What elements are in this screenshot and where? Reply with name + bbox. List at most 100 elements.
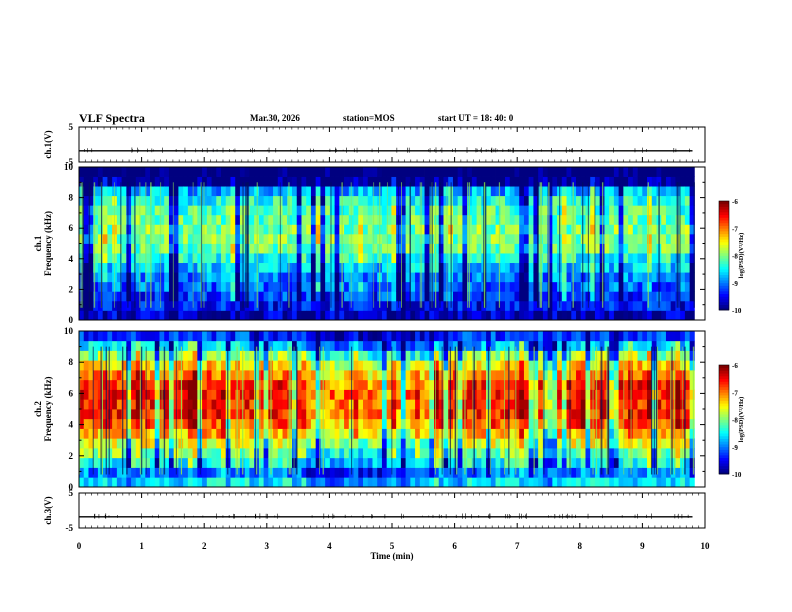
spectrogram-cell (561, 360, 567, 371)
spectrogram-cell (287, 214, 293, 225)
spectrogram-cell (585, 399, 591, 410)
spectrogram-cell (514, 438, 520, 449)
spectrogram-cell (609, 205, 615, 216)
spectrogram-cell (628, 214, 634, 225)
spectrogram-cell (547, 243, 553, 254)
spectrogram-cell (202, 205, 208, 216)
spectrogram-cell (481, 331, 487, 342)
spectrogram-cell (154, 186, 160, 197)
spectrogram-cell (353, 186, 359, 197)
spectrogram-cell (107, 399, 113, 410)
spectrogram-cell (344, 214, 350, 225)
spectrogram-cell (533, 310, 539, 321)
spectrogram-cell (97, 360, 104, 371)
spectrogram-cell (462, 205, 468, 216)
spectrogram-cell (561, 310, 567, 321)
spectrogram-cell (306, 438, 312, 449)
spectrogram-cell (670, 186, 676, 197)
spectrogram-cell (576, 457, 582, 468)
spectrogram-cell (230, 205, 236, 216)
spectrogram-cell (538, 340, 544, 351)
spectrogram-cell (490, 214, 496, 225)
spectrogram-cell (438, 224, 444, 235)
spectrogram-cell (419, 370, 425, 381)
spectrogram-cell (216, 176, 222, 187)
spectrogram-cell (192, 167, 198, 177)
spectrogram-cell (372, 331, 378, 342)
spectrogram-cell (339, 310, 345, 321)
spectrogram-cell (609, 195, 615, 206)
spectrogram-cell (97, 331, 104, 342)
spectrogram-cell (150, 379, 156, 390)
spectrogram-cell (239, 340, 246, 351)
spectrogram-cell (386, 428, 392, 439)
spectrogram-cell (486, 291, 492, 302)
spectrogram-cell (651, 186, 657, 197)
spectrogram-cell (206, 477, 212, 488)
spectrogram-cell (476, 389, 482, 400)
spectrogram-cell (344, 233, 350, 244)
spectrogram-cell (221, 467, 227, 478)
spectrogram-cell (505, 224, 511, 235)
spectrogram-cell (273, 262, 279, 273)
spectrogram-cell (580, 214, 586, 225)
spectrogram-cell (296, 272, 302, 283)
spectrogram-cell (154, 195, 160, 206)
spectrogram-cell (590, 195, 596, 206)
spectrogram-cell (684, 272, 691, 283)
spectrogram-cell (594, 176, 601, 187)
colorbar-band (719, 293, 729, 297)
spectrogram-cell (329, 262, 336, 273)
x-tick-label: 4 (327, 541, 332, 551)
spectrogram-cell (566, 467, 572, 478)
spectrogram-cell (391, 438, 397, 449)
spectrogram-cell (230, 477, 236, 488)
spectrogram-cell (438, 438, 444, 449)
spectrogram-cell (296, 409, 302, 420)
spectrogram-cell (689, 224, 695, 235)
spectrogram-cell (372, 350, 378, 361)
spectrogram-cell (519, 409, 525, 420)
spectrogram-cell (282, 291, 288, 302)
spectrogram-cell (443, 340, 449, 351)
spectrogram-cell (164, 262, 170, 273)
spectrogram-cell (571, 379, 577, 390)
spectrogram-cell (519, 186, 525, 197)
spectrogram-cell (415, 272, 421, 283)
spectrogram-cell (628, 167, 634, 177)
spectrogram-cell (164, 399, 170, 410)
spectrogram-cell (230, 233, 236, 244)
spectrogram-cell (670, 291, 676, 302)
spectrogram-cell (647, 233, 653, 244)
spectrogram-cell (424, 253, 430, 264)
spectrogram-cell (230, 224, 236, 235)
spectrogram-cell (178, 176, 184, 187)
spectrogram-cell (651, 243, 657, 254)
spectrogram-cell (93, 281, 99, 292)
spectrogram-cell (173, 331, 179, 342)
spectrogram-cell (419, 310, 425, 321)
spectrogram-cell (429, 438, 435, 449)
spectrogram-cell (306, 340, 312, 351)
spectrogram-cell (523, 389, 530, 400)
spectrogram-cell (386, 310, 392, 321)
spectrogram-cell (661, 253, 667, 264)
spectrogram-cell (642, 300, 648, 311)
spectrogram-cell (486, 262, 492, 273)
spectrogram-cell (505, 399, 511, 410)
spectrogram-cell (528, 399, 534, 410)
spectrogram-cell (192, 262, 198, 273)
spectrogram-cell (258, 262, 264, 273)
spectrogram-cell (434, 214, 440, 225)
spectrogram-cell (154, 291, 160, 302)
spectrogram-cell (490, 379, 496, 390)
spectrogram-cell (348, 331, 354, 342)
spectrogram-cell (216, 399, 222, 410)
spectrogram-cell (131, 205, 137, 216)
spectrogram-cell (353, 224, 359, 235)
spectrogram-cell (292, 281, 298, 292)
spectrogram-cell (628, 224, 634, 235)
spectrogram-cell (689, 233, 695, 244)
spectrogram-cell (580, 167, 586, 177)
spectrogram-cell (154, 214, 160, 225)
